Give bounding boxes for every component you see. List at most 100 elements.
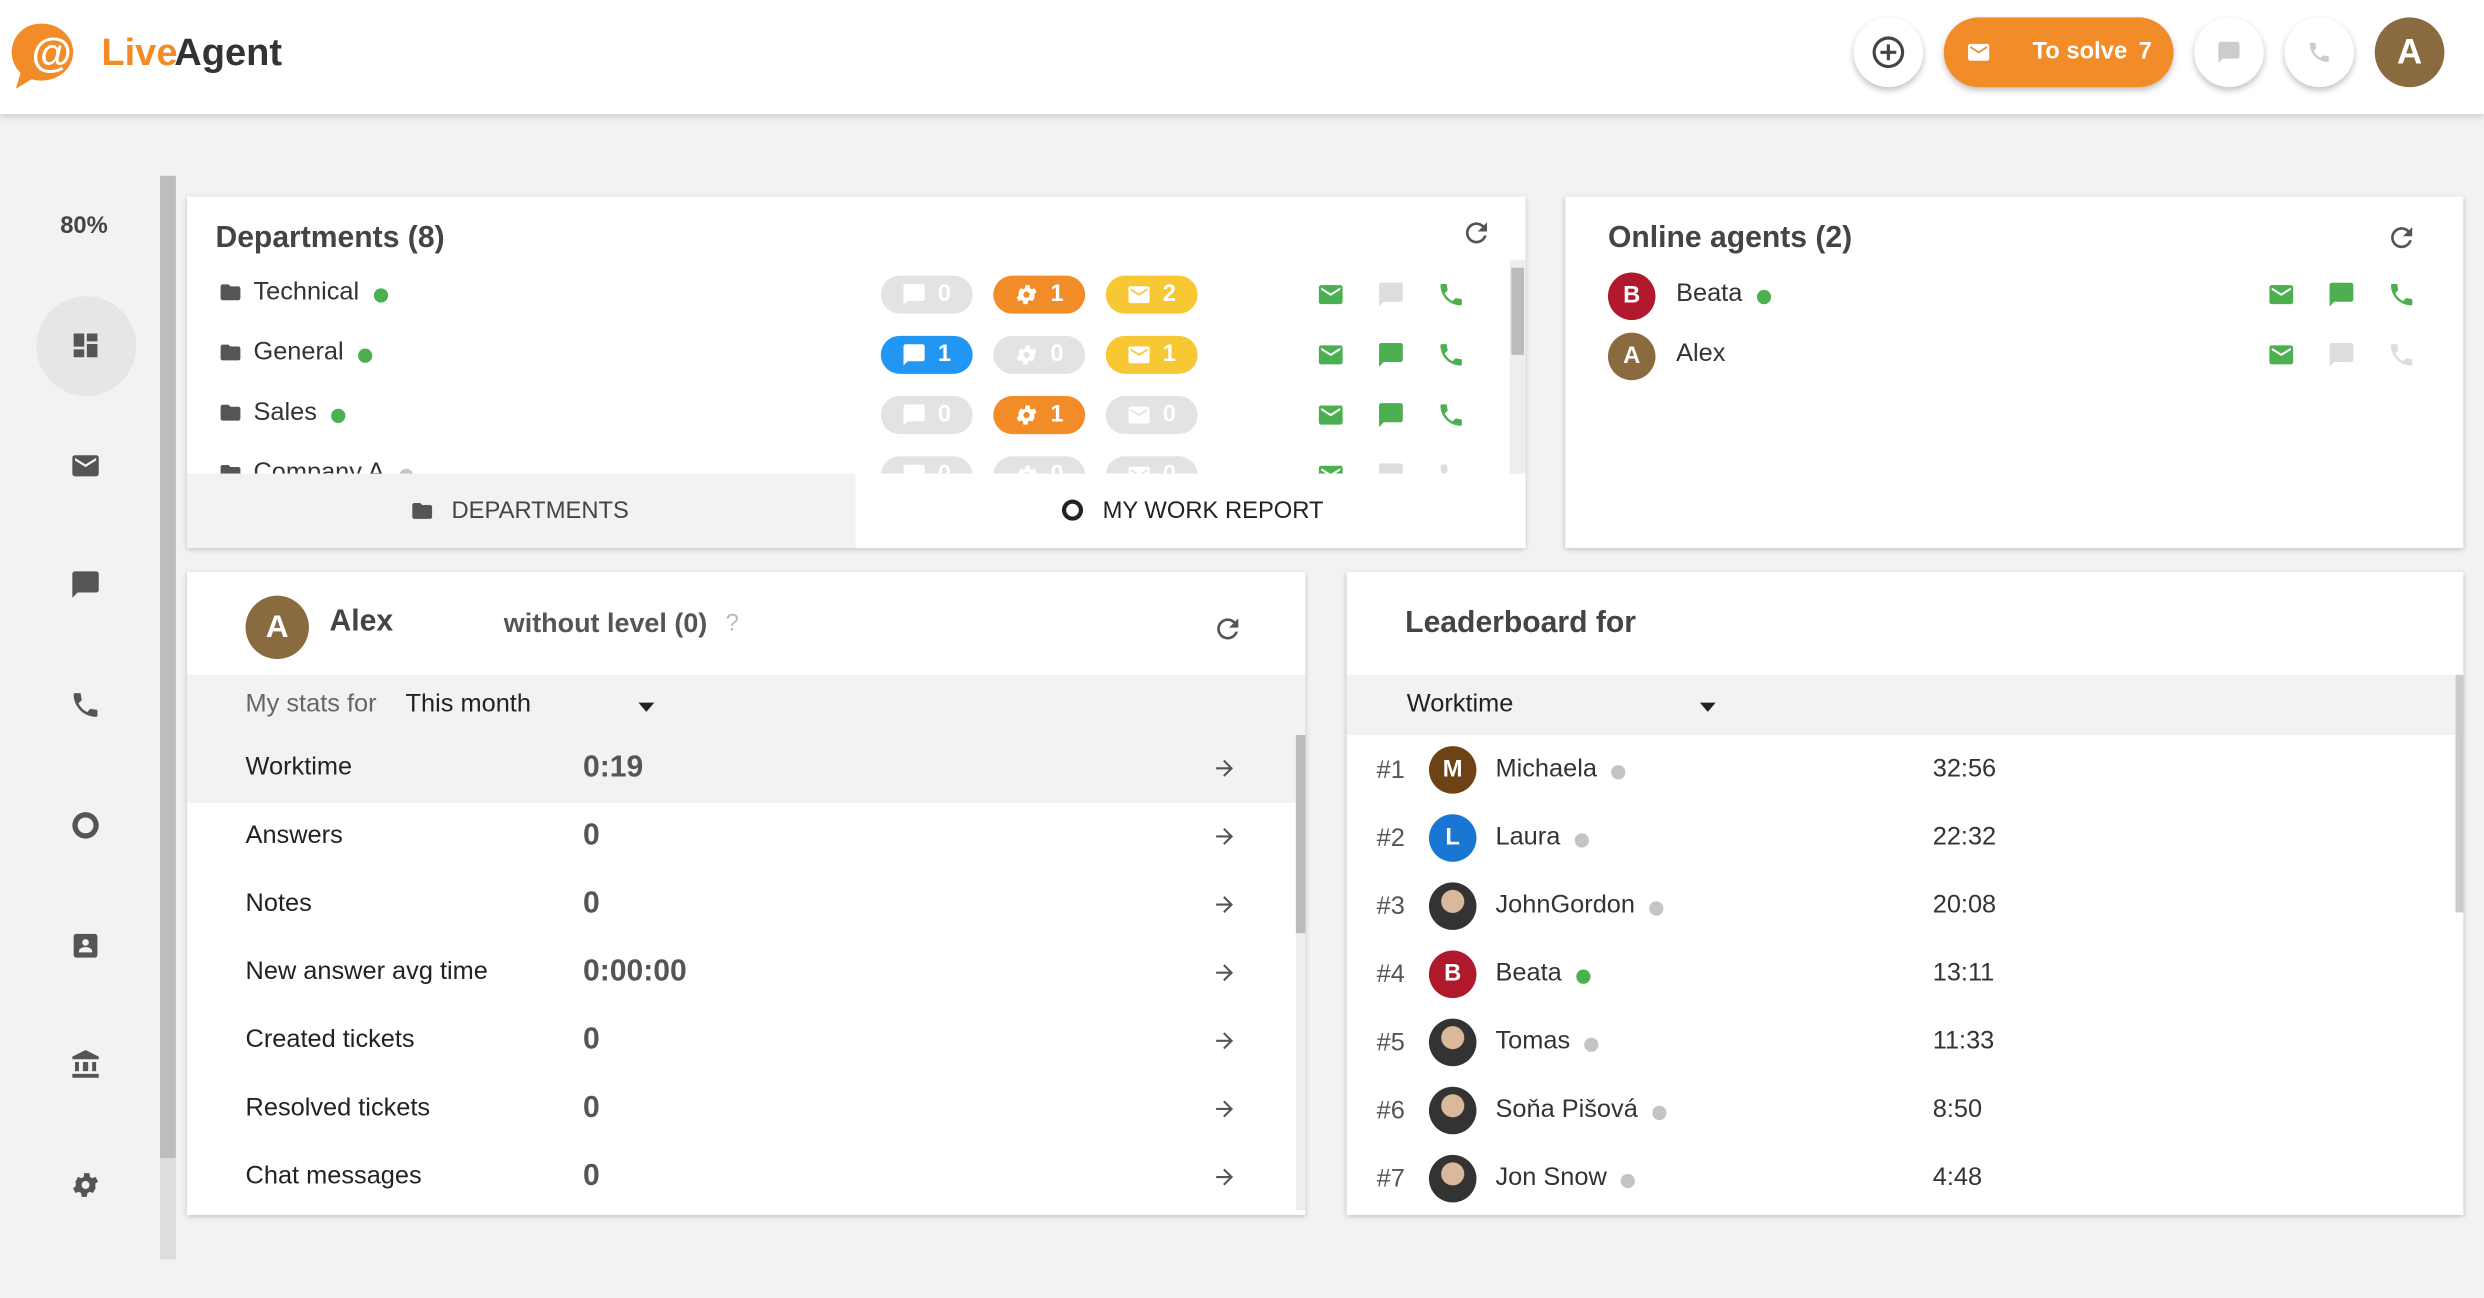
avatar[interactable]: A xyxy=(2374,17,2445,88)
icon-graphic xyxy=(2218,41,2240,63)
period-select[interactable]: This month xyxy=(406,691,667,726)
icon[interactable] xyxy=(1377,280,1406,309)
badge-count: 0 xyxy=(1050,461,1063,474)
icon[interactable] xyxy=(1316,341,1345,370)
avatar: B xyxy=(1607,272,1656,321)
icon-graphic: @ xyxy=(32,30,72,76)
new-button[interactable] xyxy=(1853,17,1924,88)
icon-graphic xyxy=(1379,463,1403,474)
stat-row[interactable]: New answer avg time 0:00:00 xyxy=(186,939,1296,1008)
department-name: Sales xyxy=(253,399,317,427)
icon-shape xyxy=(2391,227,2413,249)
icon[interactable] xyxy=(1377,401,1406,430)
stat-row[interactable]: Chat messages 0 xyxy=(186,1143,1296,1212)
worktime: 22:32 xyxy=(1932,823,1997,851)
card-title: Leaderboard for xyxy=(1405,606,1637,641)
avatar: A xyxy=(1607,332,1656,381)
stat-row[interactable]: Notes 0 xyxy=(186,871,1296,940)
icon xyxy=(1212,1164,1237,1189)
icon-shape xyxy=(1440,464,1448,474)
stat-value: 0 xyxy=(582,1091,600,1125)
icon[interactable] xyxy=(1377,461,1406,474)
agent-name: Soňa Pišová xyxy=(1495,1096,1638,1124)
stat-row[interactable]: Created tickets 0 xyxy=(186,1007,1296,1076)
icon-graphic xyxy=(1217,618,1239,640)
icon-graphic xyxy=(1216,828,1234,845)
status-dot xyxy=(373,288,389,303)
call-button[interactable] xyxy=(2284,17,2355,88)
icon-shape xyxy=(1318,345,1343,365)
nav-icon[interactable] xyxy=(70,809,102,841)
stat-label: Created tickets xyxy=(245,1026,415,1054)
icon[interactable] xyxy=(1316,461,1345,474)
icon xyxy=(2216,40,2241,65)
count-badge: 0 xyxy=(1105,396,1198,435)
icon-shape xyxy=(1216,896,1234,914)
nav-icon[interactable] xyxy=(70,449,102,481)
department-name: Company A xyxy=(253,459,385,474)
nav-icon[interactable] xyxy=(70,1169,102,1201)
stat-row[interactable]: Worktime 0:19 xyxy=(186,735,1296,804)
badge-count: 0 xyxy=(937,400,952,428)
icon-graphic xyxy=(1216,759,1234,777)
status-dot xyxy=(1584,1037,1599,1052)
icon-graphic xyxy=(1465,222,1488,244)
badge-count: 1 xyxy=(937,340,952,368)
icon[interactable] xyxy=(2327,280,2356,309)
tab[interactable]: DEPARTMENTS xyxy=(186,473,856,549)
nav-icon[interactable] xyxy=(70,929,102,961)
icon-shape xyxy=(2390,283,2413,306)
icon[interactable] xyxy=(2387,280,2416,309)
icon[interactable] xyxy=(2327,341,2356,370)
stat-row[interactable]: Resolved tickets 0 xyxy=(186,1075,1296,1144)
nav-icon[interactable] xyxy=(70,330,102,362)
to-solve-button[interactable]: To solve 7 xyxy=(1943,17,2174,88)
icon[interactable] xyxy=(1316,280,1345,309)
nav-active xyxy=(36,296,137,397)
tab[interactable]: MY WORK REPORT xyxy=(855,473,1526,549)
icon-graphic: @ xyxy=(11,23,74,89)
icon-graphic xyxy=(2329,342,2354,367)
icon[interactable] xyxy=(1437,401,1466,430)
icon-shape xyxy=(1379,403,1403,427)
badge-count: 0 xyxy=(1050,340,1064,368)
icon[interactable] xyxy=(2267,341,2296,370)
refresh-button[interactable] xyxy=(1212,613,1244,645)
avatar-photo xyxy=(1428,1154,1477,1203)
badge-count: 0 xyxy=(1163,461,1176,474)
rank: #2 xyxy=(1376,825,1405,853)
card-title: Online agents (2) xyxy=(1607,221,1853,256)
count-badge: 2 xyxy=(1105,275,1198,314)
nav-icon[interactable] xyxy=(70,1049,102,1081)
icon-shape xyxy=(2390,344,2413,366)
icon[interactable] xyxy=(2387,341,2416,370)
refresh-button[interactable] xyxy=(2386,222,2418,254)
stat-row[interactable]: Answers 0 xyxy=(186,803,1296,872)
chat-button[interactable] xyxy=(2194,17,2264,88)
avatar: B xyxy=(1428,950,1477,999)
icon[interactable] xyxy=(1437,280,1466,309)
nav-icon[interactable] xyxy=(70,569,102,601)
badge-count: 0 xyxy=(938,461,951,474)
agent-name: Jon Snow xyxy=(1495,1164,1607,1192)
icon[interactable] xyxy=(1377,341,1406,370)
icon-shape xyxy=(72,454,99,476)
icon-shape xyxy=(1318,465,1343,474)
status-dot xyxy=(1649,901,1664,916)
icon[interactable] xyxy=(2267,280,2296,309)
tab-label: DEPARTMENTS xyxy=(451,497,629,525)
refresh-button[interactable] xyxy=(1461,217,1493,249)
metric-select[interactable]: Worktime xyxy=(1407,691,1716,726)
icon xyxy=(1692,691,1724,723)
icon[interactable] xyxy=(1437,461,1466,474)
nav-icon[interactable] xyxy=(70,689,102,721)
icon xyxy=(219,280,243,304)
icon-shape xyxy=(1379,342,1403,367)
icon[interactable] xyxy=(1437,341,1466,370)
icon-shape xyxy=(903,464,925,474)
icon xyxy=(1126,342,1151,367)
rank: #1 xyxy=(1376,757,1405,785)
icon[interactable] xyxy=(1316,401,1345,430)
icon-shape xyxy=(412,502,433,519)
icon-shape xyxy=(1018,465,1037,474)
